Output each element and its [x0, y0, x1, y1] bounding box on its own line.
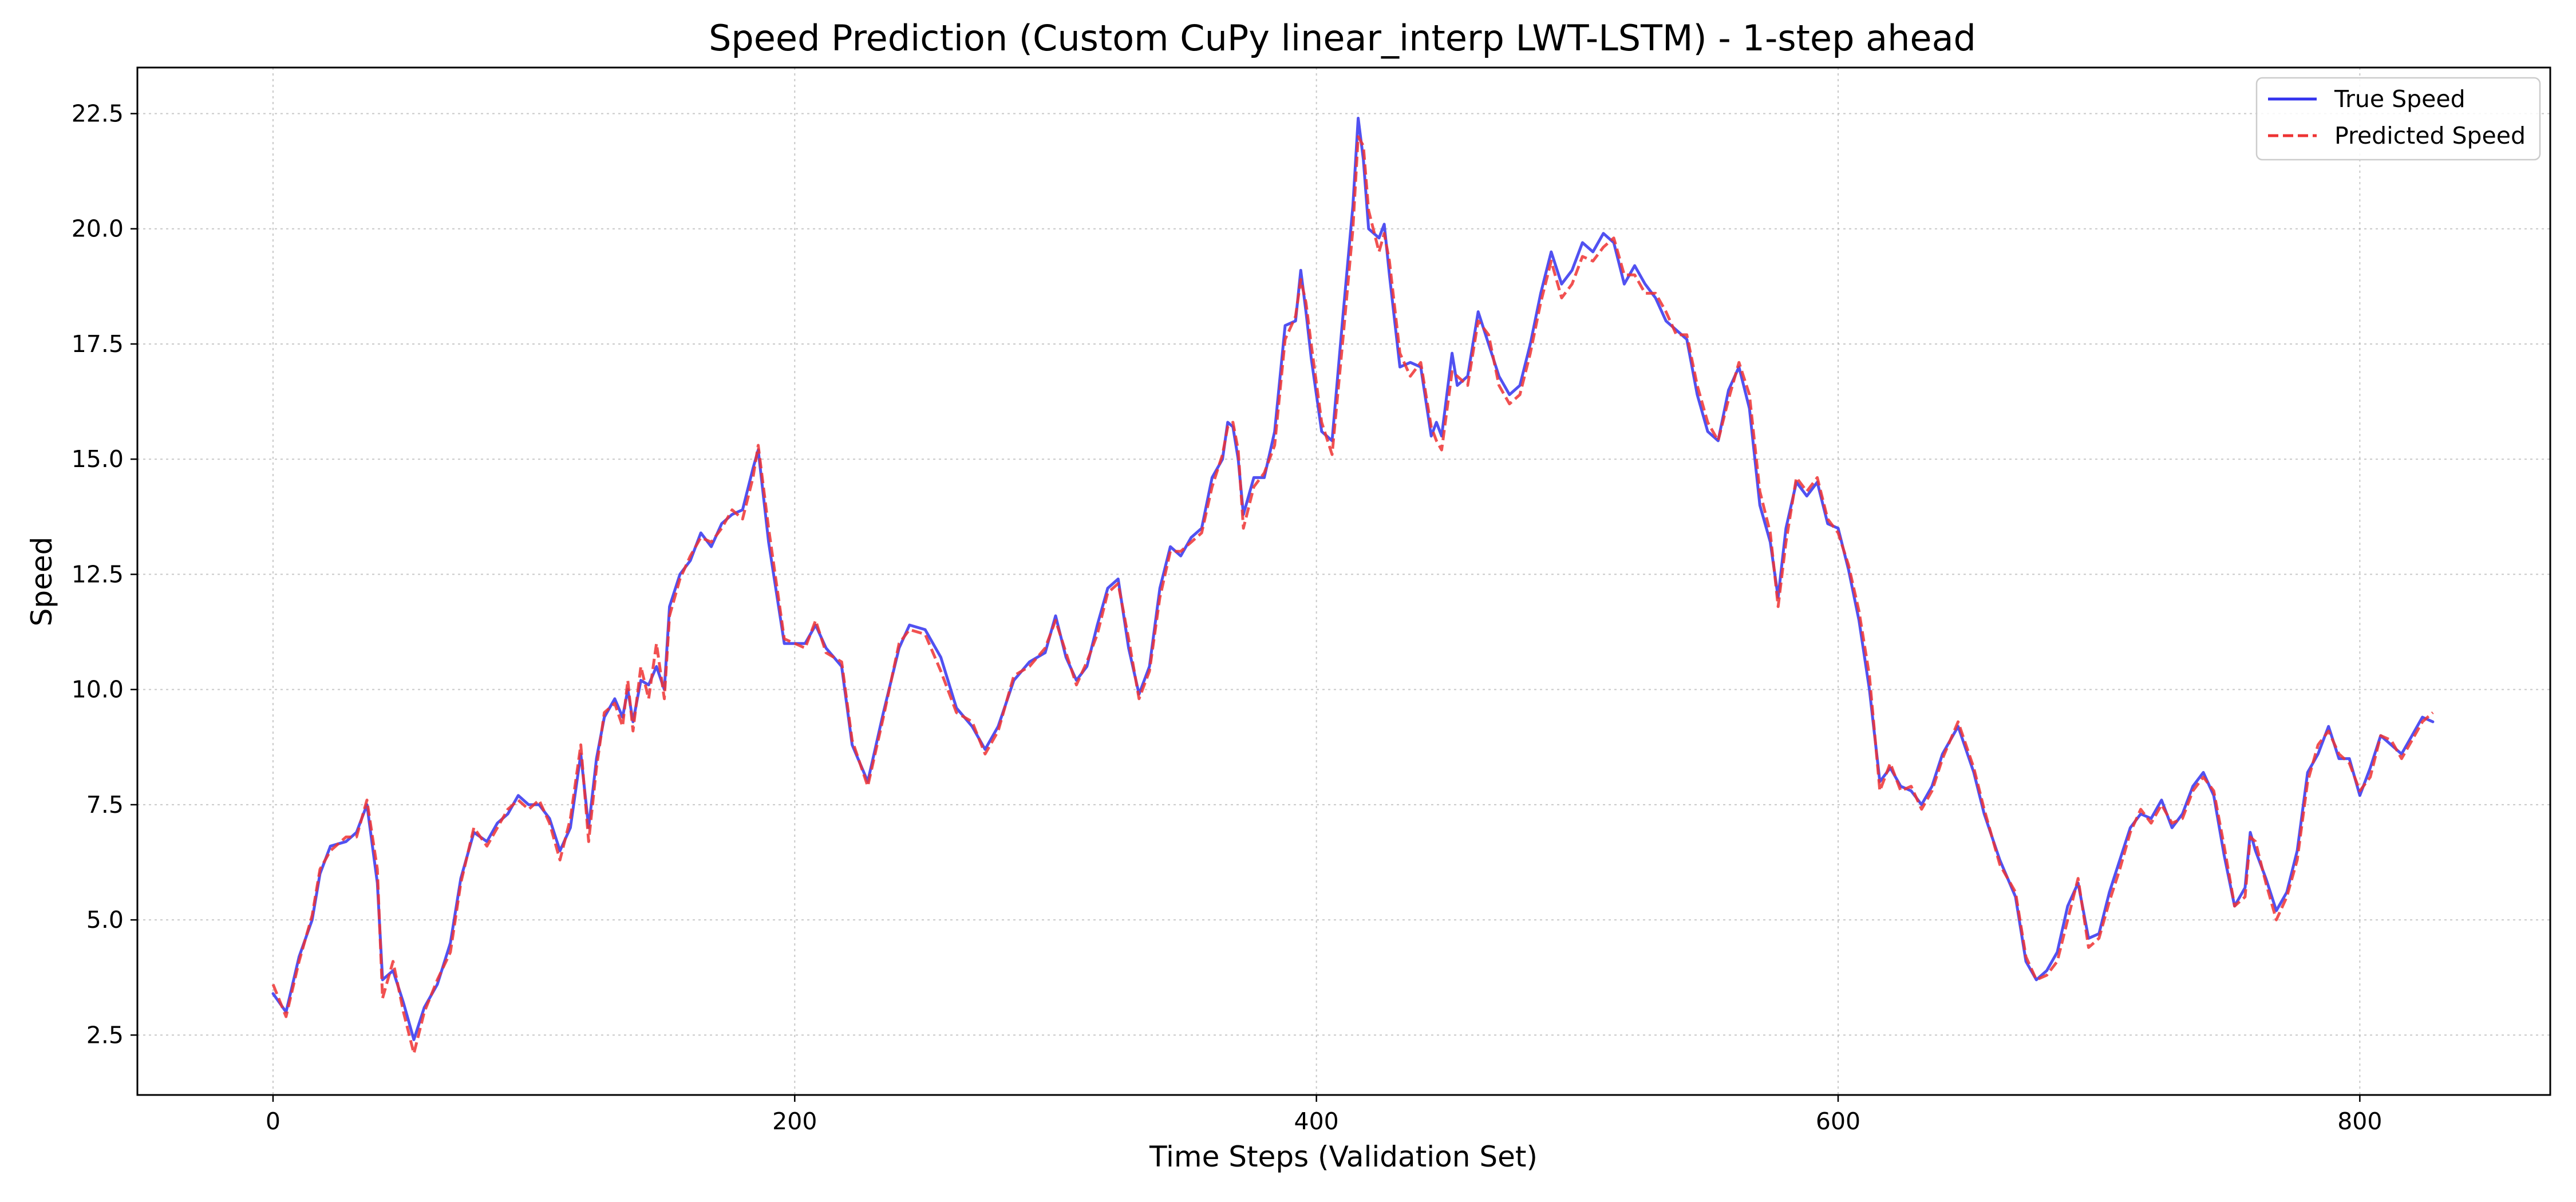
predicted-speed-line: [271, 135, 2434, 1055]
y-tick-label: 12.5: [72, 560, 124, 588]
x-axis-label: Time Steps (Validation Set): [1149, 1140, 1538, 1173]
y-axis-label: Speed: [25, 537, 58, 627]
x-tick-label: 0: [266, 1108, 280, 1135]
x-tick-label: 600: [1816, 1108, 1860, 1135]
x-tick-label: 400: [1294, 1108, 1339, 1135]
y-tick-label: 15.0: [72, 445, 124, 473]
y-tick-label: 5.0: [86, 906, 124, 934]
y-tick-label: 7.5: [86, 791, 124, 819]
y-tick-label: 17.5: [72, 330, 124, 358]
y-tick-label: 2.5: [86, 1021, 124, 1049]
chart-title: Speed Prediction (Custom CuPy linear_int…: [709, 17, 1976, 59]
y-tick-label: 22.5: [72, 100, 124, 127]
x-tick-label: 800: [2337, 1108, 2382, 1135]
grid-lines: [137, 68, 2550, 1095]
y-tick-label: 20.0: [72, 215, 124, 243]
legend-label-predicted-speed: Predicted Speed: [2334, 122, 2526, 149]
series-lines: [271, 117, 2435, 1055]
legend: True Speed Predicted Speed: [2255, 77, 2541, 161]
legend-label-true-speed: True Speed: [2334, 85, 2466, 113]
axis-ticks: 0 200 400 600 800 2.5 5.0 7.5 10.0 12.5 15.0 17.5 20…: [72, 100, 2383, 1135]
plot-frame: [136, 66, 2551, 1096]
legend-box: [2255, 77, 2541, 161]
y-tick-label: 10.0: [72, 676, 124, 703]
x-tick-label: 200: [772, 1108, 817, 1135]
